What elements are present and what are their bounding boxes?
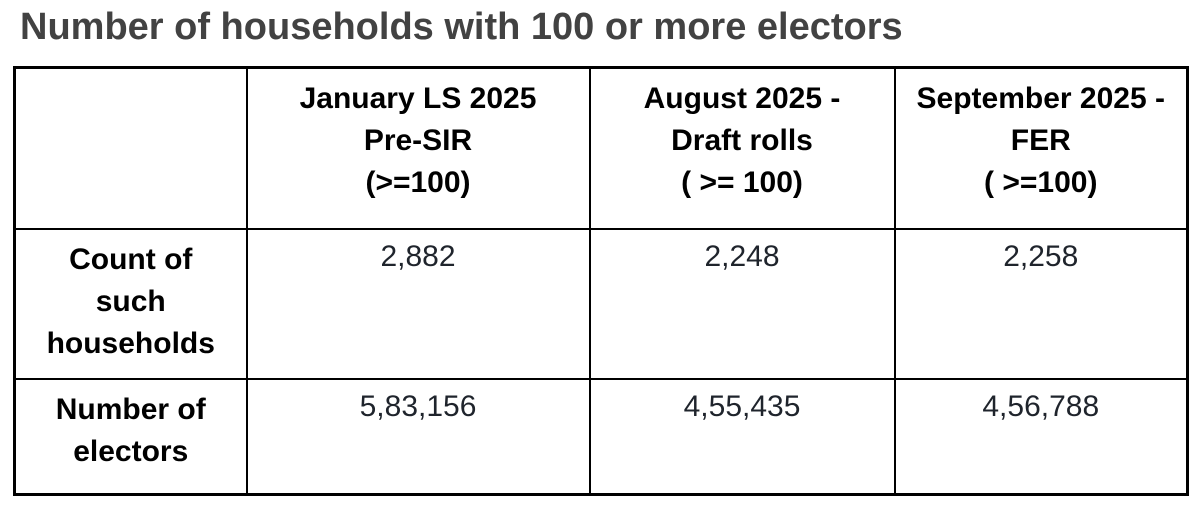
value-cell-households-fer: 2,258 (893, 228, 1189, 380)
page: Number of households with 100 or more el… (0, 5, 1200, 519)
value-cell-electors-pre-sir: 5,83,156 (245, 378, 591, 496)
corner-cell (13, 66, 248, 230)
column-header-january-pre-sir: January LS 2025 Pre-SIR (>=100) (245, 66, 591, 230)
row-label-number-of-electors: Number of electors (13, 378, 248, 496)
header-row: January LS 2025 Pre-SIR (>=100) August 2… (13, 66, 1189, 230)
value-cell-households-draft-rolls: 2,248 (588, 228, 896, 380)
row-label-count-of-households: Count of such households (13, 228, 248, 380)
column-header-september-fer: September 2025 - FER ( >=100) (893, 66, 1189, 230)
value-cell-households-pre-sir: 2,882 (245, 228, 591, 380)
column-header-august-draft-rolls: August 2025 - Draft rolls ( >= 100) (588, 66, 896, 230)
table-row-number-of-electors: Number of electors 5,83,156 4,55,435 4,5… (13, 378, 1189, 496)
table-row-count-of-households: Count of such households 2,882 2,248 2,2… (13, 228, 1189, 380)
value-cell-electors-draft-rolls: 4,55,435 (588, 378, 896, 496)
electors-table: January LS 2025 Pre-SIR (>=100) August 2… (13, 66, 1189, 496)
page-title: Number of households with 100 or more el… (20, 6, 903, 48)
value-cell-electors-fer: 4,56,788 (893, 378, 1189, 496)
